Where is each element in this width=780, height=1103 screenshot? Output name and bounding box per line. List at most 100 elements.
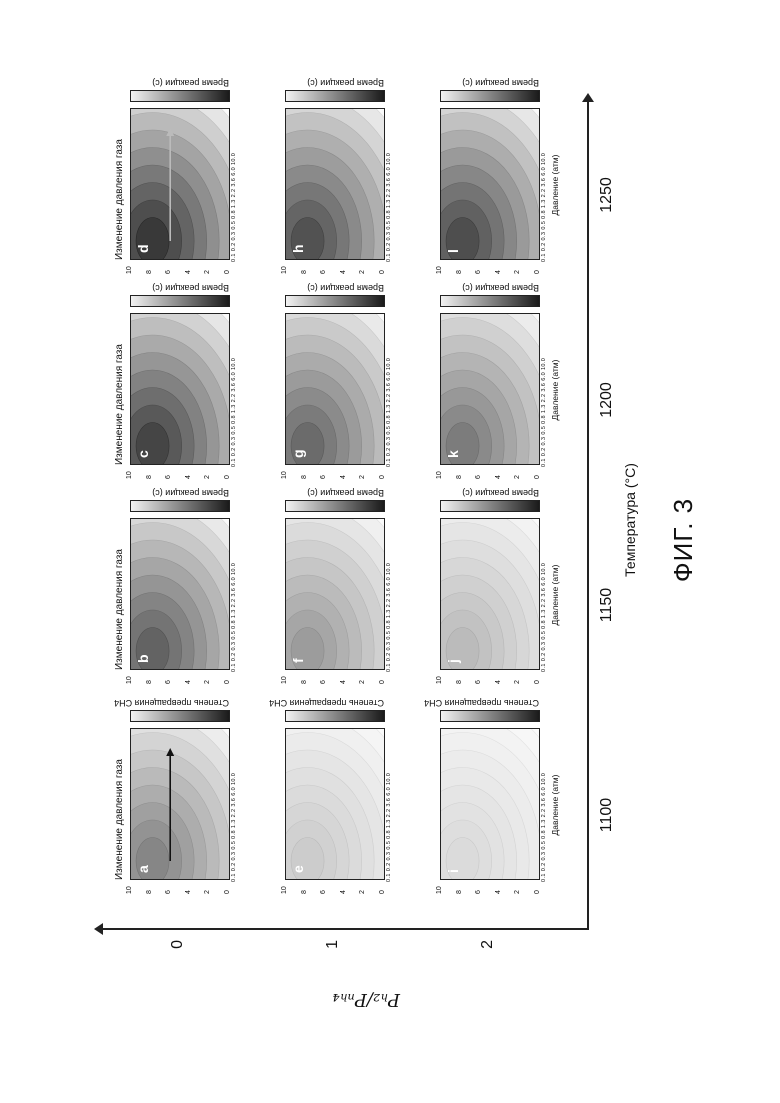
time-tick: 10 <box>281 266 288 274</box>
ratio-tick: 0 <box>169 940 187 980</box>
panel-title: Изменение давления газа <box>114 139 125 260</box>
contour-svg <box>286 109 384 259</box>
panel-title: Изменение давления газа <box>114 549 125 670</box>
time-tick: 10 <box>436 471 443 479</box>
time-tick: 2 <box>204 890 211 894</box>
panel-title: Изменение давления газа <box>114 344 125 465</box>
time-tick: 8 <box>456 680 463 684</box>
time-tick: 2 <box>514 475 521 479</box>
pressure-ticks: 0.1 0.2 0.3 0.5 0.8 1.3 2.2 3.6 6.0 10.0 <box>231 358 237 467</box>
colorbar <box>130 90 230 102</box>
time-axis-label: Время реакции (с) <box>462 283 539 293</box>
heatmap-panel-k: 1086420k0.1 0.2 0.3 0.5 0.8 1.3 2.2 3.6 … <box>440 315 608 485</box>
ratio-axis-arrow <box>94 923 103 935</box>
time-tick: 0 <box>534 270 541 274</box>
time-tick: 6 <box>320 475 327 479</box>
heatmap-panel-e: 1086420e0.1 0.2 0.3 0.5 0.8 1.3 2.2 3.6 … <box>285 730 453 900</box>
time-tick: 4 <box>340 890 347 894</box>
time-tick: 0 <box>534 890 541 894</box>
pressure-axis-label: Давление (атм) <box>550 155 560 216</box>
heatmap-panel-f: 1086420f0.1 0.2 0.3 0.5 0.8 1.3 2.2 3.6 … <box>285 520 453 690</box>
time-tick: 6 <box>165 680 172 684</box>
time-tick: 10 <box>436 676 443 684</box>
panel-label: i <box>445 869 461 873</box>
contour-plot: b <box>130 518 230 670</box>
time-tick: 2 <box>204 475 211 479</box>
figure-caption: ФИГ. 3 <box>668 498 699 582</box>
time-axis-label: Время реакции (с) <box>152 78 229 88</box>
panel-label: d <box>135 244 151 253</box>
time-tick: 6 <box>475 270 482 274</box>
heatmap-panel-b: Изменение давления газа1086420b0.1 0.2 0… <box>130 520 298 690</box>
contour-plot: c <box>130 313 230 465</box>
time-tick: 4 <box>340 680 347 684</box>
time-tick: 4 <box>185 680 192 684</box>
time-tick: 8 <box>456 270 463 274</box>
time-tick: 8 <box>146 680 153 684</box>
contour-svg <box>131 519 229 669</box>
time-axis-label: Степень превращения CH4 <box>269 698 384 708</box>
time-tick: 4 <box>495 680 502 684</box>
time-tick: 8 <box>301 475 308 479</box>
colorbar <box>440 500 540 512</box>
contour-plot: a <box>130 728 230 880</box>
contour-svg <box>131 314 229 464</box>
pressure-ticks: 0.1 0.2 0.3 0.5 0.8 1.3 2.2 3.6 6.0 10.0 <box>386 153 392 262</box>
ratio-tick: 1 <box>324 940 342 980</box>
time-tick: 0 <box>224 475 231 479</box>
colorbar <box>285 295 385 307</box>
time-tick: 10 <box>436 886 443 894</box>
time-tick: 2 <box>359 475 366 479</box>
time-tick: 4 <box>495 475 502 479</box>
panel-title: Изменение давления газа <box>114 759 125 880</box>
contour-plot: i <box>440 728 540 880</box>
pressure-axis-label: Давление (атм) <box>550 775 560 836</box>
time-axis-label: Степень превращения CH4 <box>114 698 229 708</box>
pressure-axis-label: Давление (атм) <box>550 565 560 626</box>
panel-label: h <box>290 244 306 253</box>
heatmap-panel-i: 1086420i0.1 0.2 0.3 0.5 0.8 1.3 2.2 3.6 … <box>440 730 608 900</box>
contour-plot: d <box>130 108 230 260</box>
heatmap-panel-d: Изменение давления газа1086420d0.1 0.2 0… <box>130 110 298 280</box>
heatmap-panel-j: 1086420j0.1 0.2 0.3 0.5 0.8 1.3 2.2 3.6 … <box>440 520 608 690</box>
time-tick: 10 <box>126 886 133 894</box>
contour-svg <box>286 519 384 669</box>
contour-svg <box>286 729 384 879</box>
time-tick: 0 <box>379 680 386 684</box>
temperature-axis-label: Температура (°C) <box>622 463 638 577</box>
pressure-ticks: 0.1 0.2 0.3 0.5 0.8 1.3 2.2 3.6 6.0 10.0 <box>541 773 547 882</box>
time-tick: 6 <box>475 475 482 479</box>
figure-rotated-content: 1100115012001250Температура (°C)012Pₕ₂/P… <box>70 85 650 1020</box>
time-tick: 4 <box>340 475 347 479</box>
colorbar <box>440 710 540 722</box>
panel-label: a <box>135 865 151 873</box>
panel-label: j <box>445 659 461 663</box>
pressure-axis-label: Давление (атм) <box>550 360 560 421</box>
heatmap-panel-a: Изменение давления газа1086420a0.1 0.2 0… <box>130 730 298 900</box>
time-tick: 6 <box>165 475 172 479</box>
time-tick: 0 <box>379 475 386 479</box>
time-tick: 2 <box>204 680 211 684</box>
time-tick: 8 <box>301 680 308 684</box>
heatmap-panel-l: 1086420l0.1 0.2 0.3 0.5 0.8 1.3 2.2 3.6 … <box>440 110 608 280</box>
panel-label: e <box>290 865 306 873</box>
time-tick: 0 <box>224 890 231 894</box>
time-axis-label: Время реакции (с) <box>307 488 384 498</box>
ratio-axis-label: Pₕ₂/Pₙₕ₄ <box>332 989 400 1010</box>
time-tick: 2 <box>514 680 521 684</box>
time-axis-label: Время реакции (с) <box>307 283 384 293</box>
contour-svg <box>286 314 384 464</box>
contour-svg <box>131 729 229 879</box>
pressure-ticks: 0.1 0.2 0.3 0.5 0.8 1.3 2.2 3.6 6.0 10.0 <box>541 358 547 467</box>
contour-svg <box>131 109 229 259</box>
time-axis-label: Время реакции (с) <box>462 488 539 498</box>
time-tick: 0 <box>379 270 386 274</box>
time-axis-label: Степень превращения CH4 <box>424 698 539 708</box>
pressure-ticks: 0.1 0.2 0.3 0.5 0.8 1.3 2.2 3.6 6.0 10.0 <box>231 563 237 672</box>
time-tick: 6 <box>475 680 482 684</box>
time-axis-label: Время реакции (с) <box>152 488 229 498</box>
contour-plot: k <box>440 313 540 465</box>
panel-label: l <box>445 249 461 253</box>
colorbar <box>285 90 385 102</box>
pressure-ticks: 0.1 0.2 0.3 0.5 0.8 1.3 2.2 3.6 6.0 10.0 <box>541 563 547 672</box>
